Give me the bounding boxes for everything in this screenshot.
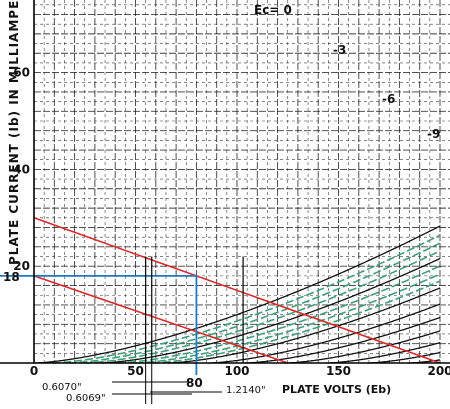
family-curve [168, 287, 441, 364]
load-line [33, 275, 289, 364]
y-tick-label: 60 [13, 66, 30, 80]
interpolated-curve [135, 273, 441, 364]
y-axis-title: PLATE CURRENT (Ib) IN MILLIAMPERES [7, 0, 21, 265]
interpolated-curve [117, 265, 441, 364]
measure-note-3: 1.2140" [226, 385, 266, 396]
grid [33, 0, 450, 364]
family-curve [326, 342, 441, 364]
interpolated-curve [84, 250, 441, 364]
family-curve [34, 225, 441, 364]
curve-label-minus6: -6 [382, 92, 395, 106]
operating-point-markers [0, 256, 244, 404]
x-marker-label: 80 [186, 376, 203, 390]
curve-label-minus9: -9 [427, 127, 440, 141]
x-axis-title: PLATE VOLTS (Eb) [282, 383, 391, 396]
measure-note-1: 0.6070" [42, 382, 82, 393]
interpolated-curve [151, 280, 441, 364]
curve-label-ec0: Ec= 0 [254, 3, 292, 17]
family-curve [208, 303, 441, 364]
x-tick-label: 50 [127, 364, 144, 378]
load-lines [33, 217, 441, 364]
family-curve [101, 257, 441, 364]
family-curve [285, 330, 441, 364]
measure-note-2: 0.6069" [66, 393, 106, 404]
interpolated-curve [52, 234, 441, 364]
x-tick-label: 150 [326, 364, 351, 378]
y-tick-label: 20 [13, 259, 30, 273]
interpolated-curve [68, 242, 441, 364]
x-tick-label: 200 [427, 364, 450, 378]
y-tick-label: 40 [13, 162, 30, 176]
x-tick-label: 0 [30, 364, 38, 378]
x-tick-label: 100 [224, 364, 249, 378]
curve-label-minus3: -3 [333, 43, 346, 57]
load-line [33, 217, 441, 364]
axes: 0 50 100 150 200 20 40 60 [0, 0, 450, 378]
y-marker-label: 18 [3, 270, 20, 284]
plate-curves [34, 225, 441, 364]
